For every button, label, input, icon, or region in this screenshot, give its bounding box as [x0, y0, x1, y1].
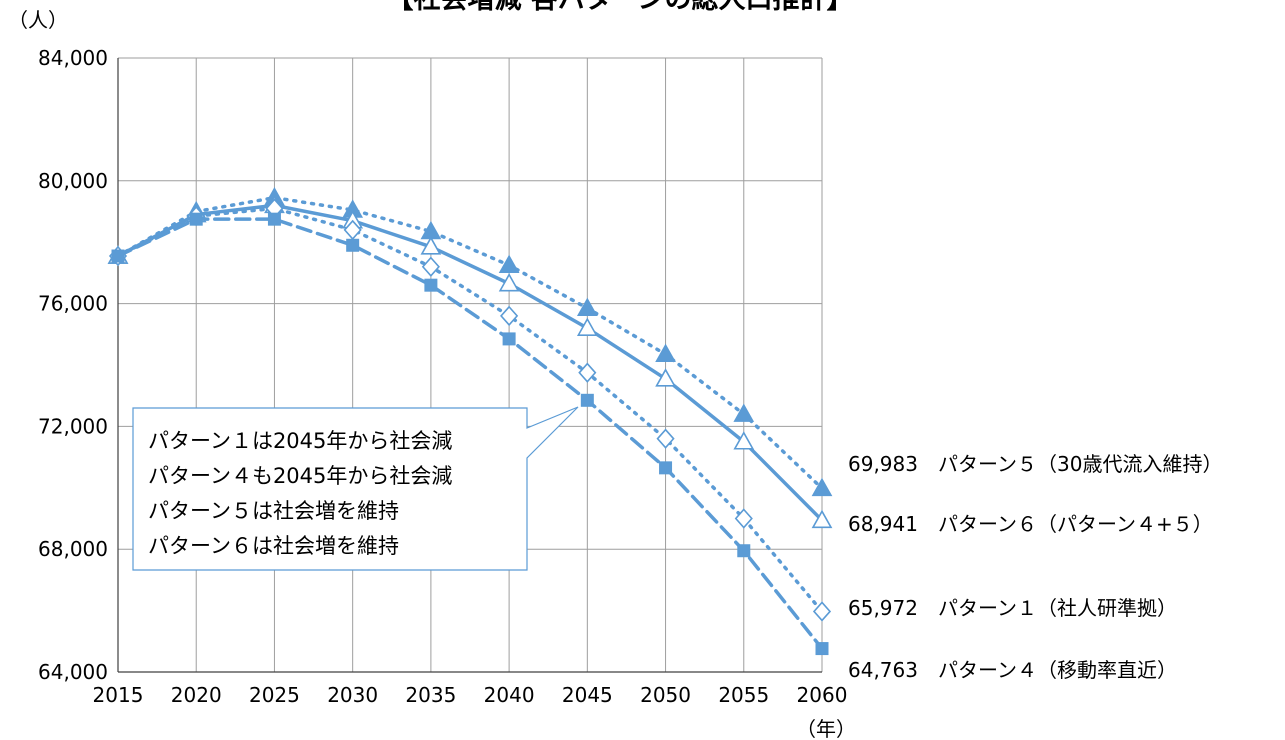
data-point-p4-2030 — [346, 238, 360, 252]
data-point-p4-2035 — [424, 278, 438, 292]
data-point-p6-2040 — [498, 273, 520, 292]
data-point-p4-2025 — [267, 212, 281, 226]
x-tick-label: 2035 — [405, 683, 456, 707]
data-point-p1-2045 — [578, 362, 597, 383]
y-tick-label: 80,000 — [38, 169, 108, 193]
x-axis-unit-label: （年） — [796, 717, 856, 740]
data-point-p4-2055 — [737, 544, 751, 558]
x-tick-label: 2025 — [249, 683, 300, 707]
data-point-p1-2055 — [734, 508, 753, 529]
data-point-p4-2020 — [189, 212, 203, 226]
data-point-p4-2040 — [502, 332, 516, 346]
x-tick-label: 2050 — [640, 683, 691, 707]
data-point-p5-2055 — [733, 403, 755, 422]
data-point-p1-2060 — [812, 601, 832, 622]
series-name-label-p5: パターン５（30歳代流入維持） — [938, 452, 1222, 476]
series-p4 — [111, 212, 829, 656]
data-point-p4-2050 — [659, 461, 673, 475]
end-value-label-p6: 68,941 — [848, 512, 918, 536]
callout-line: パターン４も2045年から社会減 — [148, 464, 452, 488]
end-value-label-p1: 65,972 — [848, 596, 918, 620]
y-tick-label: 84,000 — [38, 46, 108, 70]
series-line-p6 — [116, 203, 824, 523]
data-point-p6-2050 — [655, 368, 676, 387]
data-point-p6-2055 — [733, 431, 755, 450]
chart-title: 【社会増減 各パターンの総人口推計】 — [386, 0, 853, 15]
data-point-p5-2040 — [498, 254, 520, 274]
data-point-p4-2015 — [111, 249, 125, 263]
x-tick-label: 2045 — [562, 683, 613, 707]
series-name-label-p6: パターン６（パターン４+５） — [938, 512, 1213, 536]
end-value-label-p4: 64,763 — [848, 658, 918, 682]
x-tick-labels: 2015 2020 2025 2030 2035 2040 2045 2050 2055 2060 — [93, 683, 848, 707]
data-point-p4-2060 — [815, 642, 829, 656]
series-line-p5 — [116, 195, 824, 491]
end-value-label-p5: 69,983 — [848, 452, 918, 476]
y-tick-labels: 84,000 80,000 76,000 72,000 68,000 64,000 — [38, 46, 108, 684]
data-point-p5-2050 — [655, 343, 676, 363]
series-name-label-p4: パターン４（移動率直近） — [938, 658, 1177, 682]
series-name-label-p1: パターン１（社人研準拠） — [938, 596, 1177, 620]
end-labels: 69,983 パターン５（30歳代流入維持） 68,941 パターン６（パターン４+５… — [848, 452, 1222, 682]
series-line-p4 — [116, 217, 824, 651]
x-tick-label: 2030 — [327, 683, 378, 707]
callout-box: パターン１は2045年から社会減パターン４も2045年から社会減パターン５は社会… — [132, 406, 579, 571]
data-point-p1-2035 — [421, 256, 440, 277]
callout-line: パターン６は社会増を維持 — [148, 534, 399, 558]
x-tick-label: 2055 — [718, 683, 769, 707]
grid-lines — [117, 57, 823, 673]
y-axis-unit-label: （人） — [8, 8, 68, 32]
data-point-p6-2045 — [576, 317, 598, 336]
data-point-p5-2060 — [811, 477, 833, 497]
data-point-p6-2035 — [420, 236, 442, 255]
x-tick-label: 2015 — [93, 683, 144, 707]
data-point-p1-2050 — [656, 428, 675, 449]
y-tick-label: 76,000 — [38, 292, 108, 316]
x-tick-label: 2020 — [171, 683, 222, 707]
y-tick-label: 68,000 — [38, 537, 108, 561]
series-line-p1 — [116, 206, 824, 614]
y-tick-label: 72,000 — [38, 414, 108, 438]
data-point-p1-2040 — [500, 305, 519, 327]
callout-shape — [132, 406, 579, 571]
data-point-p4-2045 — [580, 393, 594, 407]
x-tick-label: 2060 — [797, 683, 848, 707]
series-layer — [107, 187, 833, 656]
callout-line: パターン１は2045年から社会減 — [148, 429, 452, 453]
y-tick-label: 64,000 — [38, 660, 108, 684]
data-point-p5-2045 — [576, 297, 598, 317]
data-point-p6-2060 — [811, 509, 833, 529]
callout-line: パターン５は社会増を維持 — [148, 499, 399, 523]
x-tick-label: 2040 — [484, 683, 535, 707]
